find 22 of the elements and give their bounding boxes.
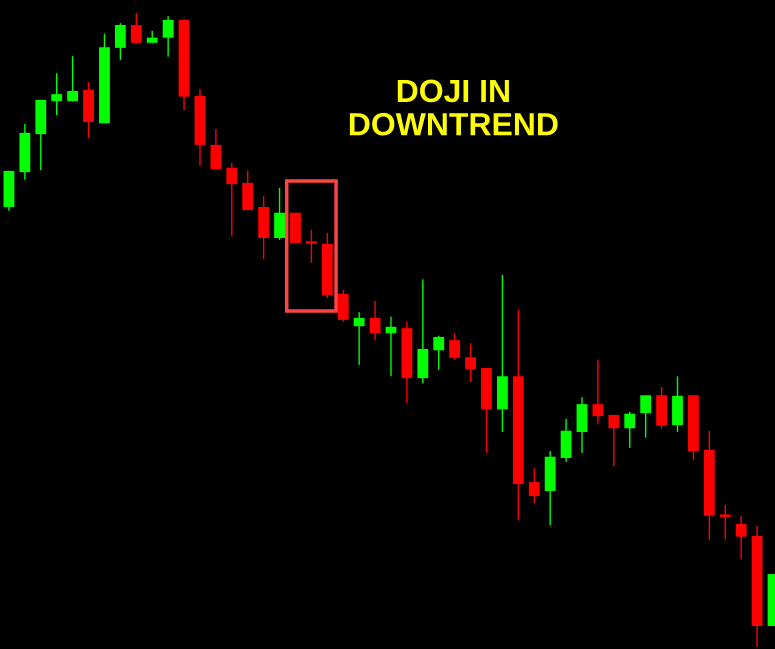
candlestick xyxy=(162,15,174,58)
candlestick xyxy=(51,72,62,116)
candlestick xyxy=(640,394,652,438)
candlestick xyxy=(433,334,444,371)
candlestick xyxy=(624,411,636,449)
candlestick xyxy=(386,316,396,377)
candlestick xyxy=(130,12,142,45)
candlestick xyxy=(354,312,365,366)
candlestick xyxy=(528,467,540,504)
candlestick xyxy=(449,332,460,360)
candlestick xyxy=(720,504,731,540)
candlestick xyxy=(306,229,317,264)
candlestick xyxy=(146,30,158,44)
candlestick xyxy=(465,342,476,383)
candlestick xyxy=(592,359,604,425)
candlestick xyxy=(736,515,747,560)
candlestick xyxy=(370,300,380,341)
candlestick xyxy=(114,22,126,61)
candlestick xyxy=(226,162,238,237)
candlestick xyxy=(67,55,78,102)
annotation: DOJI IN DOWNTREND xyxy=(350,80,558,136)
candlestick xyxy=(608,414,620,467)
